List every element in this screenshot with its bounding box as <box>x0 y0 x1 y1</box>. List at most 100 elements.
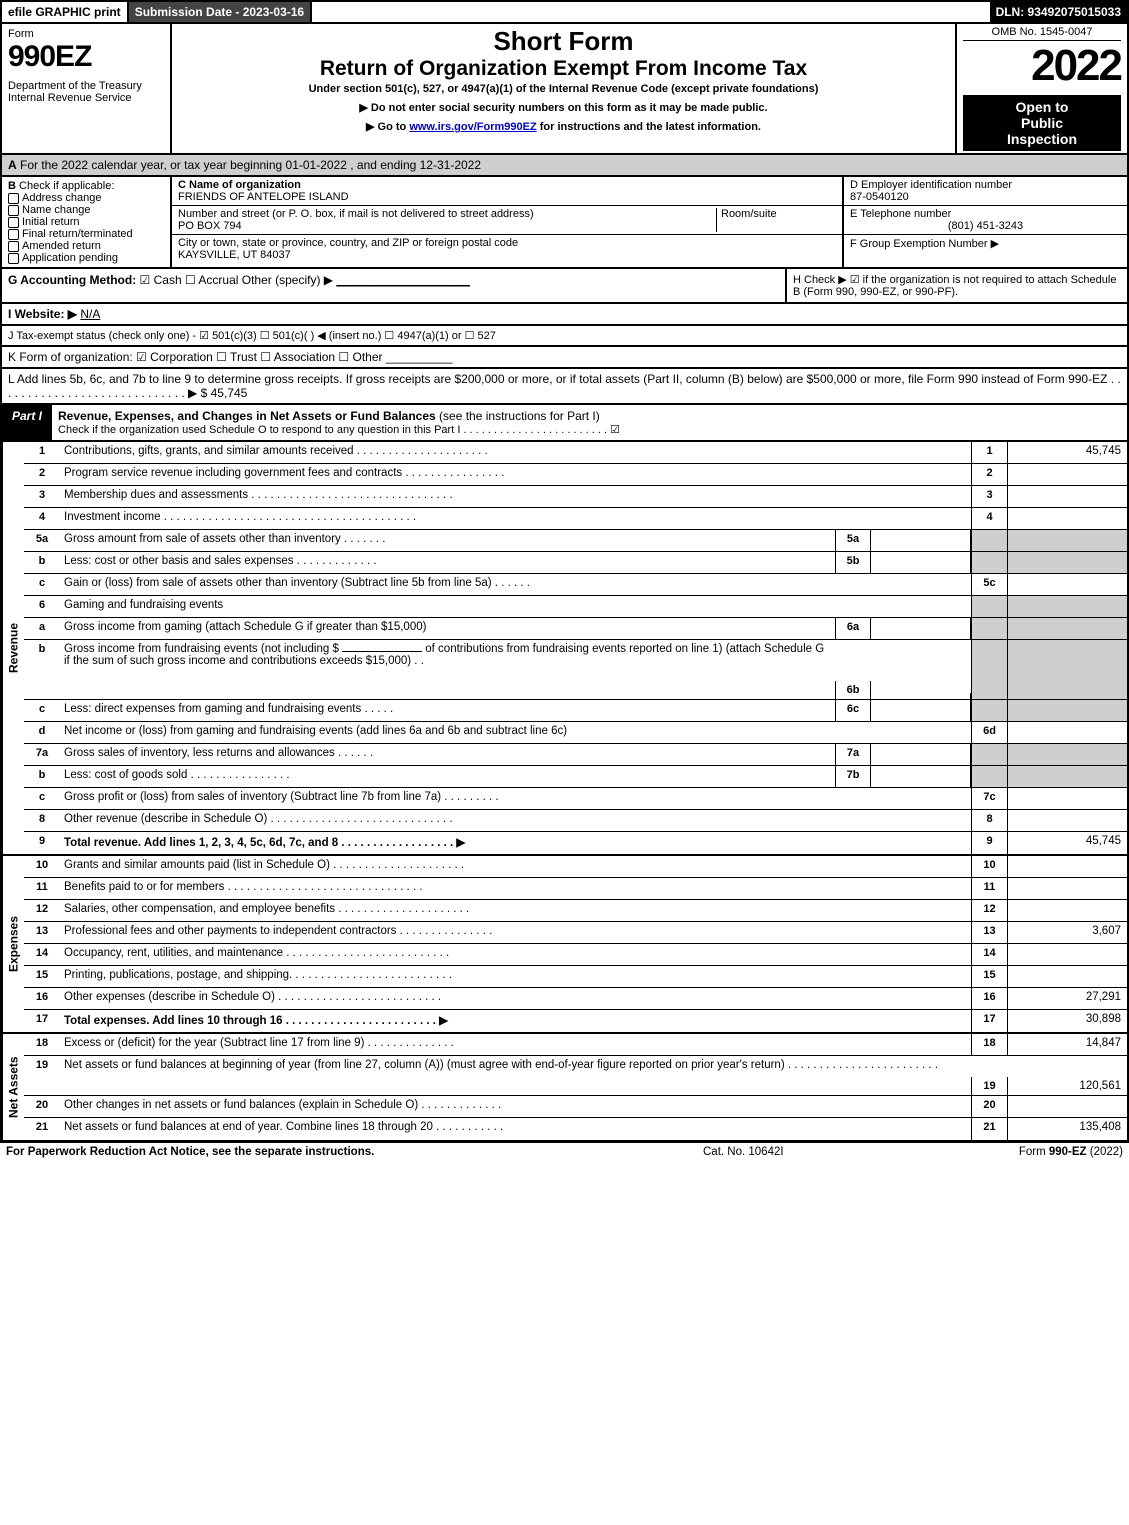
instr2-pre: ▶ Go to <box>366 121 409 133</box>
line-10: 10 Grants and similar amounts paid (list… <box>24 856 1127 878</box>
letter-a: A <box>8 158 17 172</box>
desc-1: Contributions, gifts, grants, and simila… <box>60 442 971 463</box>
rval-7a-shade <box>1007 744 1127 765</box>
rval-5a-shade <box>1007 530 1127 551</box>
part-i-tag: Part I <box>2 405 52 440</box>
rval-12 <box>1007 900 1127 921</box>
netassets-section: Net Assets 18 Excess or (deficit) for th… <box>0 1034 1129 1142</box>
ln-17: 17 <box>24 1010 60 1032</box>
line-9: 9 Total revenue. Add lines 1, 2, 3, 4, 5… <box>24 832 1127 854</box>
rnum-7b-shade <box>971 766 1007 787</box>
dln: DLN: 93492075015033 <box>990 2 1127 22</box>
desc-6b: Gross income from fundraising events (no… <box>60 640 835 699</box>
desc-17: Total expenses. Add lines 10 through 16 … <box>60 1010 971 1032</box>
irs-link[interactable]: www.irs.gov/Form990EZ <box>409 121 536 133</box>
short-form-title: Short Form <box>178 26 949 57</box>
blank-6b[interactable] <box>342 651 422 652</box>
open-line3: Inspection <box>965 131 1119 147</box>
ln-19: 19 <box>24 1056 60 1095</box>
desc-4: Investment income . . . . . . . . . . . … <box>60 508 971 529</box>
subval-7a <box>871 744 971 765</box>
ln-6a: a <box>24 618 60 639</box>
rnum-9: 9 <box>971 832 1007 854</box>
efile-print[interactable]: efile GRAPHIC print <box>2 2 129 22</box>
line-15: 15 Printing, publications, postage, and … <box>24 966 1127 988</box>
ck-initial-return[interactable] <box>8 217 19 228</box>
footer-formno-post: (2022) <box>1087 1146 1123 1158</box>
footer-formno: Form 990-EZ (2022) <box>923 1146 1123 1158</box>
rval-21: 135,408 <box>1007 1118 1127 1140</box>
form-word: Form <box>8 28 164 40</box>
desc-19: Net assets or fund balances at beginning… <box>60 1056 971 1095</box>
open-line2: Public <box>965 115 1119 131</box>
ck-application-pending[interactable] <box>8 253 19 264</box>
ck-final-return[interactable] <box>8 229 19 240</box>
line-7a: 7a Gross sales of inventory, less return… <box>24 744 1127 766</box>
rnum-6c-shade <box>971 700 1007 721</box>
rval-3 <box>1007 486 1127 507</box>
open-inspection-box: Open to Public Inspection <box>963 95 1121 151</box>
line-6d: d Net income or (loss) from gaming and f… <box>24 722 1127 744</box>
rval-6a-shade <box>1007 618 1127 639</box>
top-bar: efile GRAPHIC print Submission Date - 20… <box>0 0 1129 24</box>
b-item-3: Final return/terminated <box>22 228 133 240</box>
rnum-6d: 6d <box>971 722 1007 743</box>
instr-goto: ▶ Go to www.irs.gov/Form990EZ for instru… <box>178 120 949 133</box>
line-3: 3 Membership dues and assessments . . . … <box>24 486 1127 508</box>
desc-7c: Gross profit or (loss) from sales of inv… <box>60 788 971 809</box>
ck-name-change[interactable] <box>8 205 19 216</box>
ln-6c: c <box>24 700 60 721</box>
rval-7c <box>1007 788 1127 809</box>
ln-6d: d <box>24 722 60 743</box>
ln-15: 15 <box>24 966 60 987</box>
e-phone-value: (801) 451-3243 <box>850 220 1121 232</box>
ln-8: 8 <box>24 810 60 831</box>
subval-6c <box>871 700 971 721</box>
omb-number: OMB No. 1545-0047 <box>963 26 1121 41</box>
rnum-11: 11 <box>971 878 1007 899</box>
desc-6d: Net income or (loss) from gaming and fun… <box>60 722 971 743</box>
desc-5b: Less: cost or other basis and sales expe… <box>60 552 835 573</box>
c-name-value: FRIENDS OF ANTELOPE ISLAND <box>178 191 836 203</box>
rnum-14: 14 <box>971 944 1007 965</box>
submission-date: Submission Date - 2023-03-16 <box>129 2 312 22</box>
line-13: 13 Professional fees and other payments … <box>24 922 1127 944</box>
rval-19: 120,561 <box>1007 1077 1127 1095</box>
desc-12: Salaries, other compensation, and employ… <box>60 900 971 921</box>
desc-9-bold: Total revenue. Add lines 1, 2, 3, 4, 5c,… <box>64 837 465 849</box>
rnum-16: 16 <box>971 988 1007 1009</box>
c-city-label: City or town, state or province, country… <box>178 237 836 249</box>
ln-16: 16 <box>24 988 60 1009</box>
line-16: 16 Other expenses (describe in Schedule … <box>24 988 1127 1010</box>
line-5a: 5a Gross amount from sale of assets othe… <box>24 530 1127 552</box>
desc-2: Program service revenue including govern… <box>60 464 971 485</box>
g-other-line[interactable]: ____________________ <box>336 273 469 287</box>
rnum-7c: 7c <box>971 788 1007 809</box>
rval-1: 45,745 <box>1007 442 1127 463</box>
ln-13: 13 <box>24 922 60 943</box>
ln-12: 12 <box>24 900 60 921</box>
rval-6-shade <box>1007 596 1127 617</box>
c-addr-label: Number and street (or P. O. box, if mail… <box>178 208 716 220</box>
ln-7a: 7a <box>24 744 60 765</box>
rnum-21: 21 <box>971 1118 1007 1140</box>
desc-21: Net assets or fund balances at end of ye… <box>60 1118 971 1140</box>
revenue-side-label: Revenue <box>2 442 24 854</box>
rval-11 <box>1007 878 1127 899</box>
c-name-label: C Name of organization <box>178 179 836 191</box>
dept-treasury: Department of the Treasury <box>8 80 164 92</box>
desc-9: Total revenue. Add lines 1, 2, 3, 4, 5c,… <box>60 832 971 854</box>
footer-pra: For Paperwork Reduction Act Notice, see … <box>6 1146 703 1158</box>
desc-3: Membership dues and assessments . . . . … <box>60 486 971 507</box>
line-21: 21 Net assets or fund balances at end of… <box>24 1118 1127 1140</box>
subval-6b <box>871 693 971 699</box>
section-a-text: For the 2022 calendar year, or tax year … <box>20 158 481 172</box>
line-19: 19 Net assets or fund balances at beginn… <box>24 1056 1127 1096</box>
ck-amended-return[interactable] <box>8 241 19 252</box>
ln-1: 1 <box>24 442 60 463</box>
desc-5a: Gross amount from sale of assets other t… <box>60 530 835 551</box>
i-label: I Website: ▶ <box>8 307 77 321</box>
d-ein-label: D Employer identification number <box>850 179 1121 191</box>
ck-address-change[interactable] <box>8 193 19 204</box>
rval-18: 14,847 <box>1007 1034 1127 1055</box>
